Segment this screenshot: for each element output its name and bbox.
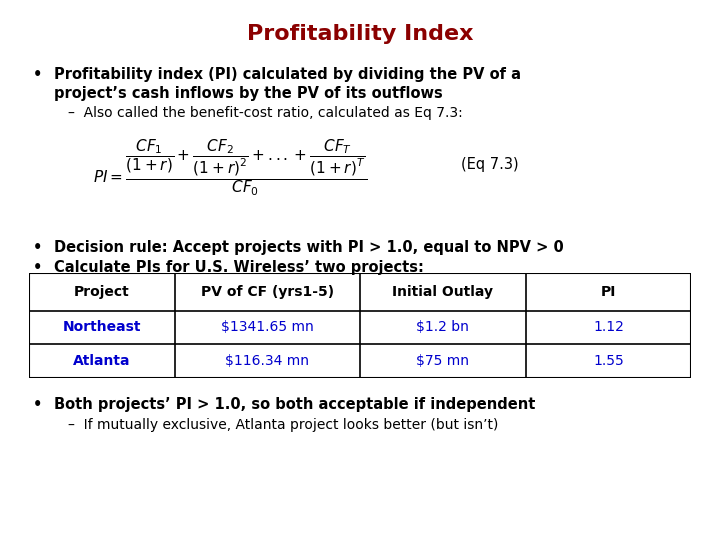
Text: Northeast: Northeast: [63, 320, 141, 334]
Text: –  Also called the benefit-cost ratio, calculated as Eq 7.3:: – Also called the benefit-cost ratio, ca…: [68, 106, 463, 120]
Text: Calculate PIs for U.S. Wireless’ two projects:: Calculate PIs for U.S. Wireless’ two pro…: [54, 260, 424, 275]
Text: –  If mutually exclusive, Atlanta project looks better (but isn’t): – If mutually exclusive, Atlanta project…: [68, 418, 499, 433]
Text: Initial Outlay: Initial Outlay: [392, 285, 493, 299]
Text: •: •: [32, 397, 42, 412]
Text: $75 mn: $75 mn: [416, 354, 469, 368]
Text: project’s cash inflows by the PV of its outflows: project’s cash inflows by the PV of its …: [54, 86, 443, 102]
Text: Project: Project: [73, 285, 130, 299]
Text: 1.12: 1.12: [593, 320, 624, 334]
Text: Atlanta: Atlanta: [73, 354, 130, 368]
Text: Decision rule: Accept projects with PI > 1.0, equal to NPV > 0: Decision rule: Accept projects with PI >…: [54, 240, 564, 255]
Text: 1.55: 1.55: [593, 354, 624, 368]
Text: •: •: [32, 68, 42, 83]
Text: Both projects’ PI > 1.0, so both acceptable if independent: Both projects’ PI > 1.0, so both accepta…: [54, 397, 536, 412]
Text: (Eq 7.3): (Eq 7.3): [461, 157, 518, 172]
Text: $116.34 mn: $116.34 mn: [225, 354, 310, 368]
Text: $1.2 bn: $1.2 bn: [416, 320, 469, 334]
Text: •: •: [32, 260, 42, 275]
Text: PV of CF (yrs1-5): PV of CF (yrs1-5): [201, 285, 334, 299]
Text: Profitability index (PI) calculated by dividing the PV of a: Profitability index (PI) calculated by d…: [54, 68, 521, 83]
Text: PI: PI: [600, 285, 616, 299]
Text: $1341.65 mn: $1341.65 mn: [221, 320, 314, 334]
Text: •: •: [32, 240, 42, 255]
Text: $\mathit{PI} = \dfrac{\dfrac{\mathit{CF}_1}{(1+r)} + \dfrac{\mathit{CF}_2}{(1+r): $\mathit{PI} = \dfrac{\dfrac{\mathit{CF}…: [94, 138, 367, 198]
Text: Profitability Index: Profitability Index: [247, 24, 473, 44]
